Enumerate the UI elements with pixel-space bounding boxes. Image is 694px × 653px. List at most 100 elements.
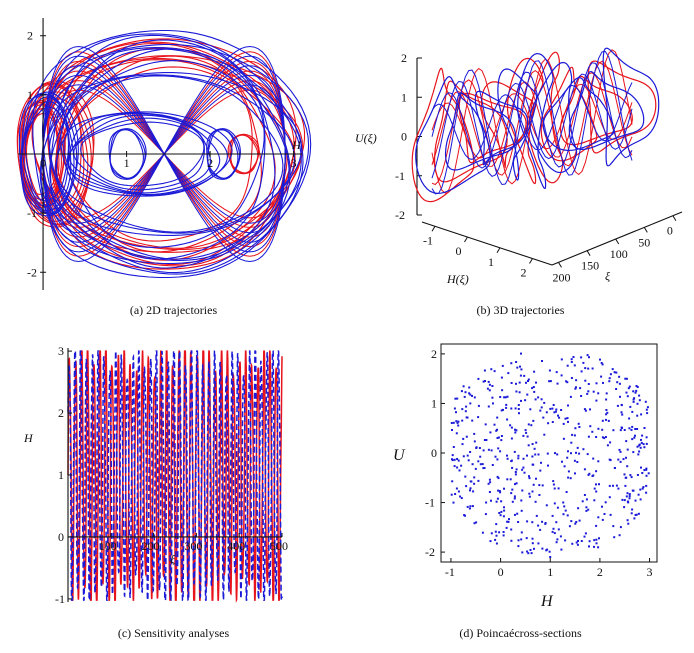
poincare-point	[580, 540, 583, 542]
poincare-point	[643, 427, 646, 429]
poincare-point	[452, 446, 455, 448]
poincare-point	[573, 434, 576, 437]
poincare-point	[469, 402, 472, 405]
poincare-point	[576, 461, 579, 463]
poincare-point	[560, 374, 563, 377]
poincare-point	[503, 396, 506, 399]
poincare-point	[645, 467, 648, 470]
poincare-point	[570, 377, 573, 379]
poincare-point	[462, 437, 465, 440]
sensitivity-series-red	[67, 349, 283, 603]
poincare-point	[535, 477, 537, 480]
poincare-point	[566, 456, 569, 459]
poincare-point	[510, 426, 513, 429]
poincare-point	[598, 483, 600, 486]
chart-poincare-sections: -1 0 1 2 3 -2 -1 0 1 2 U H	[393, 343, 658, 610]
poincare-point	[533, 547, 535, 550]
poincare-point	[467, 459, 470, 462]
poincare-point	[451, 480, 454, 483]
poincare-point	[503, 509, 506, 512]
poincare-point	[566, 381, 569, 384]
poincare-point	[633, 397, 636, 400]
poincare-point	[499, 396, 502, 398]
poincare-point	[500, 435, 503, 437]
poincare-point	[506, 520, 509, 523]
poincare-point	[516, 366, 519, 369]
poincare-point	[647, 472, 650, 475]
poincare-point	[493, 370, 496, 373]
poincare-point	[578, 452, 581, 455]
poincare-point	[564, 539, 567, 542]
poincare-point	[620, 426, 623, 429]
poincare-point	[591, 367, 594, 370]
poincare-point	[514, 471, 517, 473]
poincare-point	[533, 447, 536, 450]
poincare-point	[475, 521, 478, 524]
poincare-point	[488, 383, 491, 386]
poincare-point	[587, 367, 590, 370]
poincare-point	[494, 530, 497, 533]
caption-b: (b) 3D trajectories	[476, 303, 565, 317]
poincare-point	[528, 492, 531, 495]
poincare-point	[645, 442, 648, 445]
poincare-point	[567, 470, 570, 473]
poincare-point	[627, 387, 630, 390]
poincare-point	[502, 534, 505, 537]
poincare-point	[636, 428, 639, 430]
poincare-point	[465, 405, 468, 408]
poincare-point	[618, 448, 621, 451]
x-tick-label: 3	[647, 565, 653, 579]
poincare-point	[570, 361, 573, 363]
poincare-point	[553, 487, 556, 490]
poincare-point	[489, 431, 492, 434]
poincare-point	[634, 434, 636, 437]
y-tick-label: -2	[27, 265, 37, 279]
poincare-point	[591, 430, 594, 433]
poincare-point	[622, 458, 625, 461]
poincare-point	[513, 495, 516, 498]
poincare-point	[453, 407, 456, 410]
poincare-point	[626, 519, 629, 522]
poincare-point	[615, 371, 618, 374]
poincare-point	[471, 419, 474, 422]
poincare-point	[471, 505, 474, 508]
poincare-point	[501, 389, 504, 392]
poincare-point	[492, 402, 494, 405]
poincare-point	[483, 369, 486, 372]
poincare-point	[639, 488, 642, 491]
poincare-point	[518, 391, 521, 394]
xi-axis	[551, 211, 683, 266]
poincare-point	[603, 513, 606, 515]
xi-tick-label: 50	[638, 235, 650, 249]
poincare-point	[623, 499, 626, 502]
poincare-point	[482, 467, 485, 470]
poincare-point	[632, 390, 635, 393]
chart-sensitivity-analyses: 100 200 300 400 500 -1 0 1 2 3 Hξ	[23, 344, 288, 606]
poincare-point	[487, 448, 490, 451]
poincare-point	[455, 411, 457, 414]
poincare-point	[597, 460, 600, 463]
poincare-point	[565, 380, 568, 383]
poincare-point	[468, 392, 471, 395]
poincare-point	[519, 365, 521, 368]
poincare-point	[549, 407, 552, 410]
poincare-point	[527, 423, 530, 426]
poincare-point	[619, 450, 622, 453]
poincare-point	[515, 382, 517, 385]
poincare-point	[532, 386, 535, 388]
poincare-point	[624, 377, 627, 380]
poincare-point	[593, 499, 596, 502]
poincare-point	[613, 536, 616, 539]
poincare-point	[510, 539, 513, 542]
poincare-point	[506, 454, 508, 457]
poincare-point	[563, 505, 566, 508]
poincare-point	[625, 377, 628, 380]
poincare-point	[608, 496, 611, 499]
poincare-point	[578, 426, 581, 428]
poincare-point	[567, 450, 569, 453]
poincare-point	[625, 391, 628, 394]
poincare-point	[628, 497, 631, 500]
z-tick-label: -2	[395, 208, 405, 222]
poincare-point	[515, 429, 518, 432]
poincare-point	[549, 380, 552, 383]
